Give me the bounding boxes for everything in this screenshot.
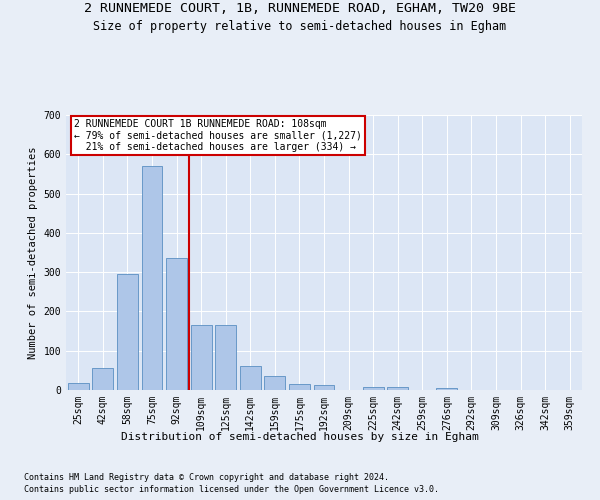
Bar — [215, 325, 236, 390]
Bar — [92, 368, 113, 390]
Text: 2 RUNNEMEDE COURT, 1B, RUNNEMEDE ROAD, EGHAM, TW20 9BE: 2 RUNNEMEDE COURT, 1B, RUNNEMEDE ROAD, E… — [84, 2, 516, 16]
Bar — [314, 385, 334, 390]
Bar — [436, 388, 457, 390]
Text: 2 RUNNEMEDE COURT 1B RUNNEMEDE ROAD: 108sqm
← 79% of semi-detached houses are sm: 2 RUNNEMEDE COURT 1B RUNNEMEDE ROAD: 108… — [74, 119, 362, 152]
Bar — [166, 258, 187, 390]
Y-axis label: Number of semi-detached properties: Number of semi-detached properties — [28, 146, 38, 359]
Text: Size of property relative to semi-detached houses in Egham: Size of property relative to semi-detach… — [94, 20, 506, 33]
Bar — [142, 166, 163, 390]
Bar — [362, 387, 383, 390]
Text: Distribution of semi-detached houses by size in Egham: Distribution of semi-detached houses by … — [121, 432, 479, 442]
Bar — [68, 383, 89, 390]
Bar — [117, 274, 138, 390]
Bar — [191, 325, 212, 390]
Bar — [265, 376, 286, 390]
Text: Contains HM Land Registry data © Crown copyright and database right 2024.: Contains HM Land Registry data © Crown c… — [24, 472, 389, 482]
Text: Contains public sector information licensed under the Open Government Licence v3: Contains public sector information licen… — [24, 485, 439, 494]
Bar — [289, 384, 310, 390]
Bar — [240, 366, 261, 390]
Bar — [387, 387, 408, 390]
